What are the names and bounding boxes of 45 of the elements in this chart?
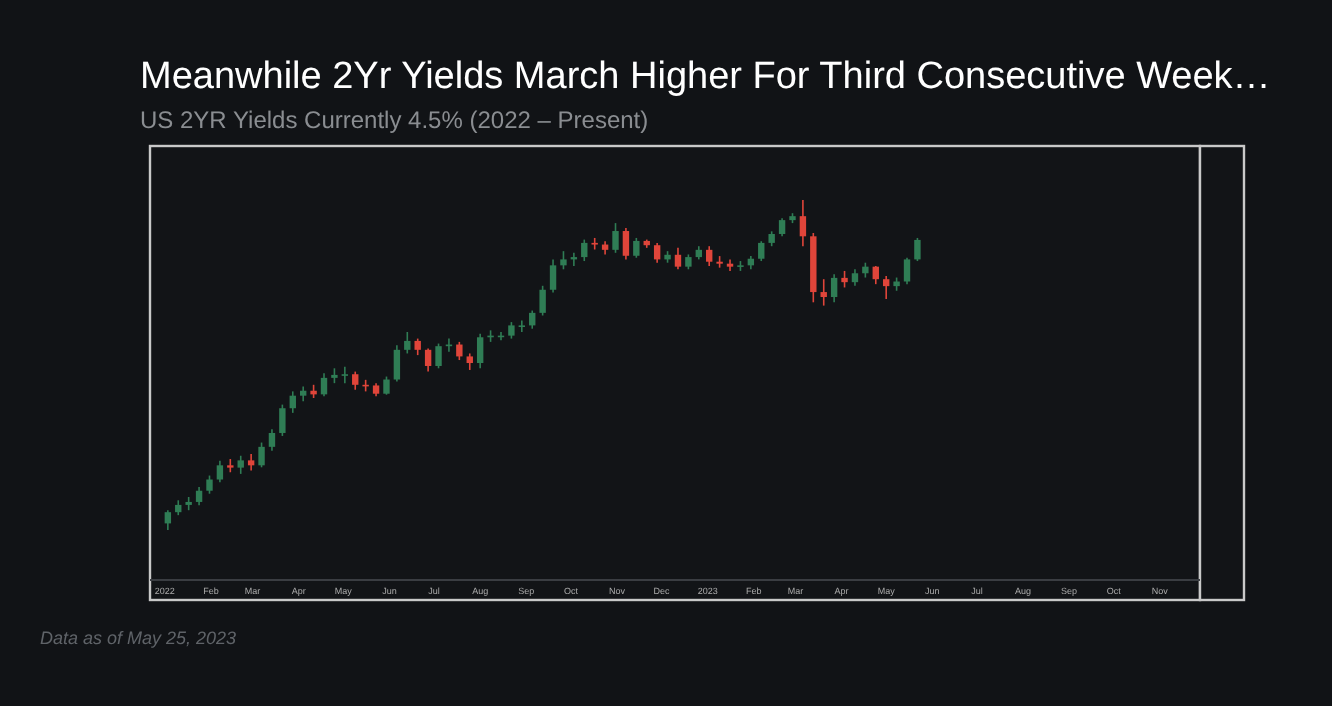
candlestick	[404, 331, 411, 355]
candlestick	[383, 375, 390, 396]
candlestick	[778, 217, 786, 238]
candlestick	[549, 258, 557, 294]
candlestick	[320, 372, 328, 398]
candlestick	[518, 319, 526, 333]
candlestick	[560, 250, 567, 271]
chart-title: Meanwhile 2Yr Yields March Higher For Third Consecutive Week…	[140, 56, 1271, 98]
candlestick	[706, 245, 713, 267]
candlestick	[612, 222, 619, 254]
candlestick	[581, 238, 588, 262]
candlestick	[341, 365, 349, 384]
candlestick	[456, 341, 463, 361]
candlestick	[830, 273, 838, 304]
candlestick	[914, 237, 921, 262]
candlestick	[539, 285, 546, 317]
text: Data as of May 25, 2023	[40, 628, 237, 648]
candlestick	[674, 247, 682, 271]
candlestick	[758, 240, 765, 262]
chart-subtitle: US 2YR Yields Currently 4.5% (2022 – Present)	[140, 106, 649, 134]
candlestick	[726, 258, 734, 272]
candlestick	[289, 390, 296, 414]
candlestick	[206, 474, 213, 495]
candlestick	[529, 309, 536, 330]
candlestick	[903, 256, 911, 285]
candlestick	[476, 332, 484, 370]
candlestick	[622, 227, 630, 261]
candlestick	[268, 428, 276, 452]
candlestick	[352, 370, 359, 391]
candlestick	[164, 509, 172, 531]
candlestick	[653, 242, 661, 264]
candlestick	[435, 342, 442, 370]
candlestick	[872, 265, 879, 285]
candlestick	[820, 278, 827, 307]
candlestick	[216, 459, 224, 483]
candlestick	[258, 441, 265, 469]
candlestick	[195, 486, 203, 507]
candlestick	[882, 275, 890, 300]
candlestick	[424, 347, 432, 373]
candlestick	[393, 344, 401, 383]
candlestick	[237, 454, 244, 475]
candlestick	[633, 237, 640, 259]
candlestick	[279, 403, 286, 437]
candlestick	[799, 199, 807, 247]
candlestick	[247, 453, 255, 472]
